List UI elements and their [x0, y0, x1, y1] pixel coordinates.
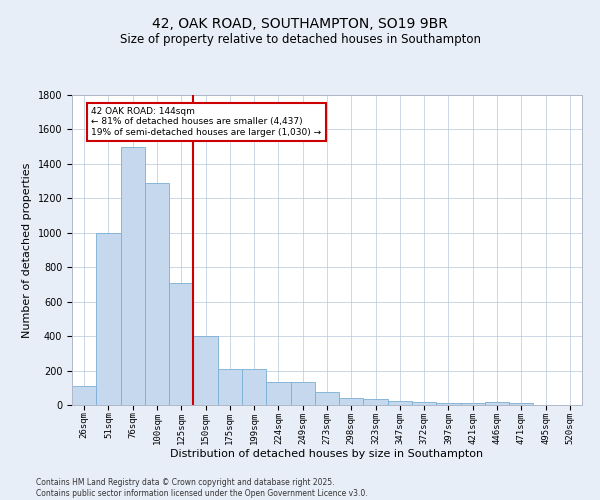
- Bar: [290, 382, 315, 405]
- Bar: [121, 146, 145, 405]
- Bar: [436, 404, 461, 405]
- Bar: [242, 369, 266, 405]
- Bar: [364, 399, 388, 405]
- Bar: [145, 183, 169, 405]
- Bar: [485, 402, 509, 405]
- Bar: [266, 382, 290, 405]
- Bar: [388, 400, 412, 405]
- Bar: [218, 369, 242, 405]
- Bar: [169, 282, 193, 405]
- Bar: [193, 336, 218, 405]
- Bar: [509, 404, 533, 405]
- Text: 42 OAK ROAD: 144sqm
← 81% of detached houses are smaller (4,437)
19% of semi-det: 42 OAK ROAD: 144sqm ← 81% of detached ho…: [91, 107, 322, 137]
- Text: Contains HM Land Registry data © Crown copyright and database right 2025.
Contai: Contains HM Land Registry data © Crown c…: [36, 478, 368, 498]
- Bar: [412, 402, 436, 405]
- Bar: [72, 386, 96, 405]
- Bar: [315, 392, 339, 405]
- Y-axis label: Number of detached properties: Number of detached properties: [22, 162, 32, 338]
- Bar: [339, 398, 364, 405]
- Text: 42, OAK ROAD, SOUTHAMPTON, SO19 9BR: 42, OAK ROAD, SOUTHAMPTON, SO19 9BR: [152, 18, 448, 32]
- X-axis label: Distribution of detached houses by size in Southampton: Distribution of detached houses by size …: [170, 449, 484, 459]
- Bar: [461, 404, 485, 405]
- Text: Size of property relative to detached houses in Southampton: Size of property relative to detached ho…: [119, 32, 481, 46]
- Bar: [96, 233, 121, 405]
